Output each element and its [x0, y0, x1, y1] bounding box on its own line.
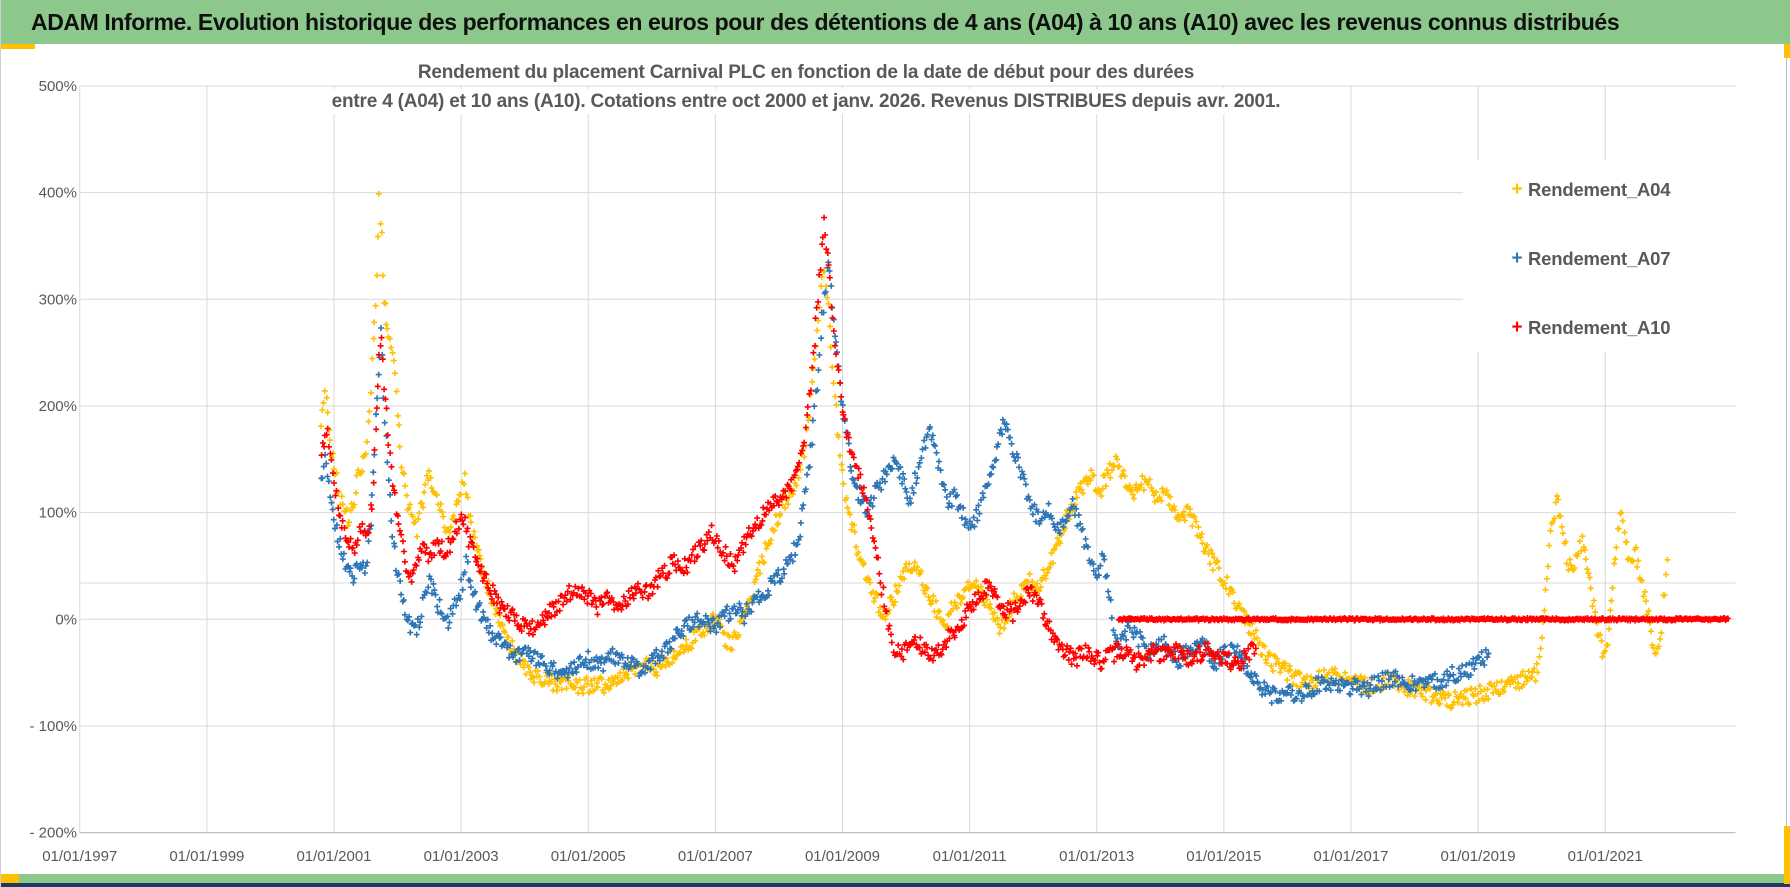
x-tick-label: 01/01/2013	[1059, 848, 1134, 865]
legend-label: Rendement_A07	[1528, 248, 1671, 269]
x-tick-label: 01/01/2003	[424, 848, 499, 865]
x-tick-label: 01/01/2005	[551, 848, 626, 865]
y-tick-label: 200%	[39, 398, 77, 415]
scatter-series-a07[interactable]	[318, 259, 1492, 706]
legend-item-a10[interactable]: + Rendement_A10	[1463, 315, 1756, 341]
chart-title-line1: Rendement du placement Carnival PLC en f…	[121, 60, 1491, 85]
x-tick-label: 01/01/1997	[42, 848, 117, 865]
legend-item-a04[interactable]: + Rendement_A04	[1463, 177, 1756, 203]
y-tick-label: 500%	[39, 78, 77, 95]
y-tick-label: 0%	[55, 611, 77, 628]
x-tick-label: 01/01/2009	[805, 848, 880, 865]
page-title: ADAM Informe. Evolution historique des p…	[31, 8, 1620, 35]
legend-label: Rendement_A04	[1528, 179, 1671, 200]
footer-accent-yellow	[1, 874, 19, 883]
legend: + Rendement_A04 + Rendement_A07 + Rendem…	[1463, 160, 1756, 352]
x-tick-label: 01/01/1999	[169, 848, 244, 865]
header-accent-underline	[1, 44, 35, 49]
scatter-series-a10[interactable]	[318, 214, 1259, 673]
x-tick-label: 01/01/2011	[933, 848, 1007, 865]
y-tick-label: - 200%	[29, 825, 77, 842]
x-tick-label: 01/01/2019	[1441, 848, 1516, 865]
plus-marker-icon: +	[1511, 179, 1523, 200]
chart-title-line2: entre 4 (A04) et 10 ans (A10). Cotations…	[121, 89, 1491, 114]
y-tick-label: - 100%	[29, 718, 77, 735]
x-tick-label: 01/01/2007	[678, 848, 753, 865]
x-tick-label: 01/01/2017	[1313, 848, 1388, 865]
chart-title-line2-text: entre 4 (A04) et 10 ans (A10). Cotations…	[323, 89, 1289, 114]
y-tick-label: 300%	[39, 291, 77, 308]
plus-marker-icon: +	[1511, 317, 1523, 338]
footer-bar	[1, 874, 1790, 883]
legend-item-a07[interactable]: + Rendement_A07	[1463, 246, 1756, 272]
accent-top-right	[1784, 44, 1790, 58]
zero-return-markers-a10[interactable]	[1115, 615, 1731, 624]
x-tick-label: 01/01/2015	[1186, 848, 1261, 865]
chart-title-line1-text: Rendement du placement Carnival PLC en f…	[409, 60, 1203, 85]
axis-tick-labels: 500% 400% 300% 200% 100% 0% - 100% - 200% 01/01/…	[29, 78, 1642, 865]
plus-marker-icon: +	[1511, 248, 1523, 269]
footer-navy-line	[1, 883, 1790, 887]
accent-bottom-right	[1784, 826, 1790, 884]
header-bar: ADAM Informe. Evolution historique des p…	[1, 0, 1790, 44]
y-tick-label: 100%	[39, 505, 77, 522]
legend-label: Rendement_A10	[1528, 317, 1671, 338]
x-tick-label: 01/01/2021	[1568, 848, 1643, 865]
x-tick-label: 01/01/2001	[296, 848, 371, 865]
plot-area	[318, 190, 1731, 712]
chart-right-border	[1786, 50, 1787, 875]
y-tick-label: 400%	[39, 185, 77, 202]
